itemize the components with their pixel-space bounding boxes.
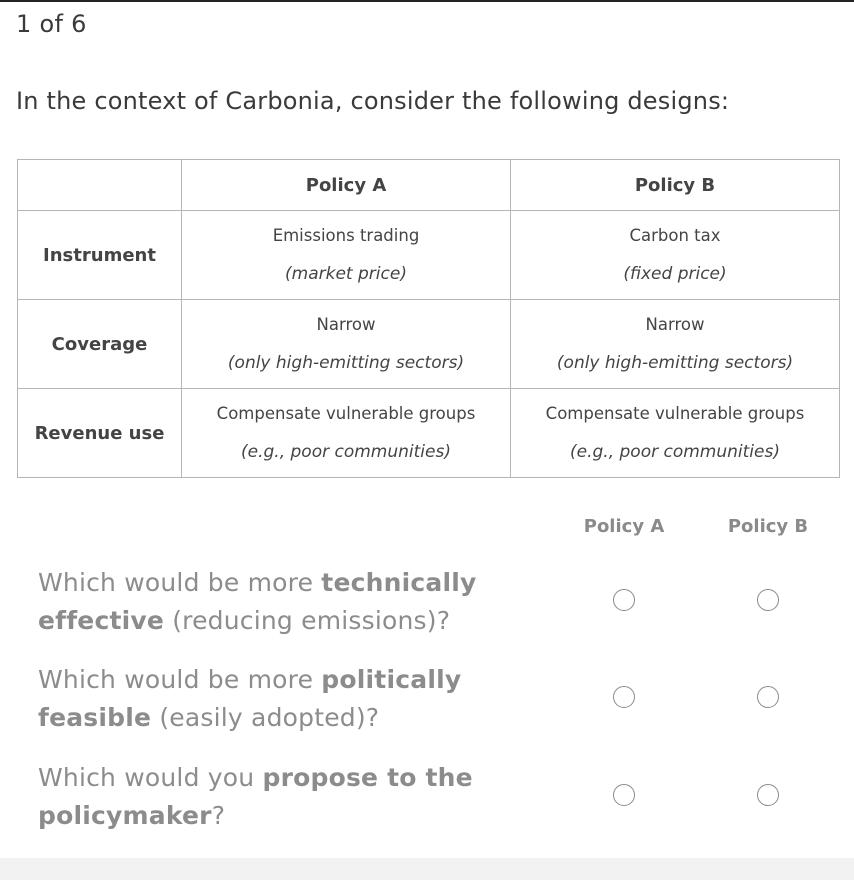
header-policy-a: Policy A	[181, 159, 511, 211]
cell-main-text: Narrow	[316, 315, 376, 334]
table-header-row: Policy A Policy B	[17, 159, 840, 211]
question-emphasis: propose to the policymaker	[38, 763, 473, 830]
cell-main-text: Compensate vulnerable groups	[545, 404, 805, 423]
question-text: Which would you	[38, 763, 263, 792]
radio-q3-policy-b[interactable]	[757, 784, 779, 806]
choice-header-policy-b: Policy B	[727, 516, 809, 537]
cell-sub-text: (e.g., poor communities)	[570, 442, 780, 462]
table-corner-cell	[17, 159, 182, 211]
progress-indicator: 1 of 6	[16, 10, 87, 38]
question-text: ?	[211, 801, 226, 830]
question-text: Which would be more	[38, 665, 322, 694]
cell-main-text: Compensate vulnerable groups	[216, 404, 476, 423]
choice-header-policy-a: Policy A	[583, 516, 665, 537]
cell-sub-text: (only high-emitting sectors)	[227, 353, 465, 373]
cell-policy-b-coverage: Narrow (only high-emitting sectors)	[510, 299, 840, 389]
table-row: Instrument Emissions trading (market pri…	[17, 210, 840, 300]
cell-policy-a-coverage: Narrow (only high-emitting sectors)	[181, 299, 511, 389]
cell-main-text: Emissions trading	[272, 226, 420, 245]
cell-policy-b-instrument: Carbon tax (fixed price)	[510, 210, 840, 300]
cell-sub-text: (market price)	[285, 264, 407, 284]
question-text: Which would be more	[38, 568, 322, 597]
cell-sub-text: (only high-emitting sectors)	[556, 353, 794, 373]
radio-q2-policy-a[interactable]	[613, 686, 635, 708]
top-divider	[0, 0, 854, 2]
header-policy-b: Policy B	[510, 159, 840, 211]
question-text: (easily adopted)?	[151, 703, 380, 732]
cell-policy-a-instrument: Emissions trading (market price)	[181, 210, 511, 300]
cell-main-text: Carbon tax	[629, 226, 721, 245]
row-label-instrument: Instrument	[17, 210, 182, 300]
radio-q3-policy-a[interactable]	[613, 784, 635, 806]
question-technical-effectiveness: Which would be more technically effectiv…	[38, 564, 508, 640]
question-political-feasibility: Which would be more politically feasible…	[38, 661, 508, 737]
radio-q1-policy-b[interactable]	[757, 589, 779, 611]
radio-q2-policy-b[interactable]	[757, 686, 779, 708]
question-text: (reducing emissions)?	[164, 606, 451, 635]
question-emphasis: politically feasible	[38, 665, 462, 732]
intro-text: In the context of Carbonia, consider the…	[16, 87, 730, 115]
cell-main-text: Narrow	[645, 315, 705, 334]
cell-sub-text: (e.g., poor communities)	[241, 442, 451, 462]
radio-q1-policy-a[interactable]	[613, 589, 635, 611]
question-emphasis: technically effective	[38, 568, 477, 635]
cell-policy-a-revenue-use: Compensate vulnerable groups (e.g., poor…	[181, 388, 511, 478]
table-row: Revenue use Compensate vulnerable groups…	[17, 388, 840, 478]
cell-sub-text: (fixed price)	[623, 264, 727, 284]
bottom-band	[0, 858, 854, 880]
row-label-revenue-use: Revenue use	[17, 388, 182, 478]
policy-design-table: Policy A Policy B Instrument Emissions t…	[17, 159, 840, 478]
row-label-coverage: Coverage	[17, 299, 182, 389]
cell-policy-b-revenue-use: Compensate vulnerable groups (e.g., poor…	[510, 388, 840, 478]
question-policy-proposal: Which would you propose to the policymak…	[38, 759, 508, 835]
table-row: Coverage Narrow (only high-emitting sect…	[17, 299, 840, 389]
